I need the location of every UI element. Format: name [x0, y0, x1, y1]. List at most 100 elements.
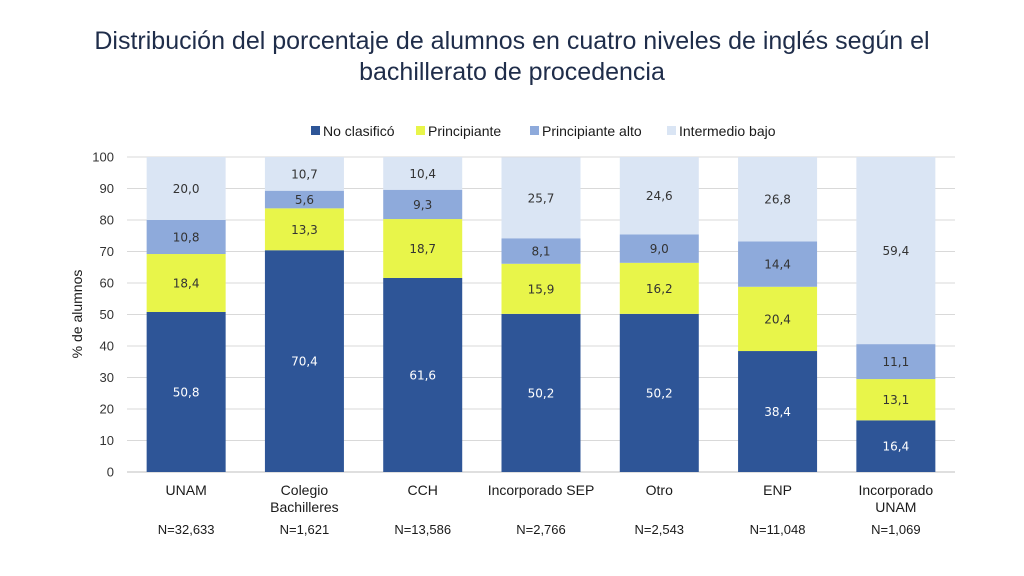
- data-label: 13,3: [291, 223, 318, 237]
- data-label: 5,6: [295, 193, 314, 207]
- legend-label: No clasificó: [323, 123, 395, 139]
- sample-size-label: N=11,048: [750, 522, 806, 537]
- bar-segment: [146, 157, 226, 220]
- x-tick-label: Bachilleres: [270, 499, 338, 515]
- data-label: 25,7: [528, 191, 555, 205]
- data-label: 20,4: [764, 312, 791, 326]
- bar-segment: [501, 313, 581, 472]
- data-label: 15,9: [528, 282, 555, 296]
- data-label: 9,3: [413, 198, 432, 212]
- data-label: 18,4: [173, 277, 200, 291]
- data-label: 16,2: [646, 282, 673, 296]
- sample-size-label: N=2,543: [635, 522, 685, 537]
- chart-title-line-1: Distribución del porcentaje de alumnos e…: [94, 27, 930, 55]
- bar-segment: [146, 254, 226, 312]
- sample-size-label: N=1,621: [280, 522, 330, 537]
- bar-segment: [501, 157, 581, 239]
- y-tick-label: 30: [100, 370, 114, 385]
- bar-segment: [856, 420, 936, 472]
- data-label: 8,1: [531, 245, 550, 259]
- bar-segment: [501, 238, 581, 264]
- data-label: 59,4: [882, 244, 909, 258]
- sample-size-label: N=13,586: [394, 522, 451, 537]
- bar-segment: [383, 277, 463, 472]
- bar-segment: [264, 190, 344, 209]
- legend-swatch: [667, 126, 676, 135]
- bar-segment: [619, 313, 699, 472]
- bar-segment: [738, 286, 818, 352]
- data-label: 16,4: [882, 440, 909, 454]
- y-tick-label: 70: [100, 244, 114, 259]
- bars: 50,8 18,4 10,8 20,0 70,4 13,3 5,6 10,7 61,6 18,7 9…: [146, 157, 936, 472]
- data-label: 70,4: [291, 355, 318, 369]
- legend-swatch: [416, 126, 425, 135]
- x-tick-label: Otro: [646, 482, 673, 498]
- y-tick-label: 60: [100, 276, 114, 291]
- data-label: 50,2: [528, 386, 555, 400]
- y-tick-label: 10: [100, 433, 114, 448]
- bar-segment: [264, 250, 344, 472]
- bar-segment: [738, 157, 818, 242]
- y-axis-ticks: 0 10 20 30 40 50 60 70 80 90 100: [92, 150, 114, 480]
- y-tick-label: 0: [107, 465, 114, 480]
- y-tick-label: 90: [100, 181, 114, 196]
- data-label: 61,6: [409, 368, 436, 382]
- data-label: 13,1: [882, 393, 909, 407]
- data-label: 9,0: [650, 242, 669, 256]
- bar-segment: [619, 262, 699, 314]
- y-tick-label: 20: [100, 402, 114, 417]
- data-label: 14,4: [764, 258, 791, 272]
- legend-label: Principiante: [428, 123, 501, 139]
- data-label: 20,0: [173, 182, 200, 196]
- y-axis-label: % de alumnos: [69, 270, 85, 359]
- y-tick-label: 50: [100, 307, 114, 322]
- sample-size-label: N=1,069: [871, 522, 921, 537]
- y-tick-label: 80: [100, 213, 114, 228]
- sample-size-label: N=2,766: [516, 522, 566, 537]
- sample-size-labels: N=32,633 N=1,621 N=13,586 N=2,766 N=2,543 N=1…: [158, 522, 921, 537]
- data-label: 10,8: [173, 231, 200, 245]
- y-tick-label: 100: [92, 150, 114, 165]
- x-tick-label: ENP: [763, 482, 792, 498]
- data-label: 24,6: [646, 189, 673, 203]
- legend-label: Intermedio bajo: [679, 123, 776, 139]
- bar-segment: [856, 157, 936, 345]
- data-label: 10,7: [291, 167, 318, 181]
- bar-segment: [383, 219, 463, 278]
- bar-segment: [501, 263, 581, 314]
- data-label: 50,8: [173, 385, 200, 399]
- data-label: 50,2: [646, 386, 673, 400]
- chart-title-line-2: bachillerato de procedencia: [359, 58, 665, 86]
- bar-segment: [856, 379, 936, 421]
- x-tick-label: CCH: [408, 482, 438, 498]
- data-label: 11,1: [882, 355, 909, 369]
- bar-segment: [383, 189, 463, 220]
- bar-segment: [619, 157, 699, 235]
- x-tick-label: Incorporado: [858, 482, 933, 498]
- bar-segment: [619, 234, 699, 263]
- bar-segment: [264, 208, 344, 251]
- legend: No clasificó Principiante Principiante alt…: [311, 123, 776, 139]
- bar-segment: [146, 220, 226, 255]
- data-label: 18,7: [409, 242, 436, 256]
- legend-label: Principiante alto: [542, 123, 642, 139]
- data-label: 38,4: [764, 405, 791, 419]
- bar-segment: [146, 311, 226, 472]
- sample-size-label: N=32,633: [158, 522, 215, 537]
- bar-segment: [738, 241, 818, 287]
- legend-swatch: [311, 126, 320, 135]
- data-label: 10,4: [409, 167, 436, 181]
- x-tick-label: Incorporado SEP: [488, 482, 595, 498]
- x-tick-label: UNAM: [875, 499, 916, 515]
- bar-segment: [383, 157, 463, 190]
- bar-segment: [264, 157, 344, 191]
- legend-swatch: [530, 126, 539, 135]
- bar-segment: [856, 344, 936, 380]
- bar-segment: [738, 351, 818, 472]
- chart-title: Distribución del porcentaje de alumnos e…: [40, 26, 984, 88]
- x-tick-label: UNAM: [166, 482, 207, 498]
- y-tick-label: 40: [100, 339, 114, 354]
- data-label: 26,8: [764, 193, 791, 207]
